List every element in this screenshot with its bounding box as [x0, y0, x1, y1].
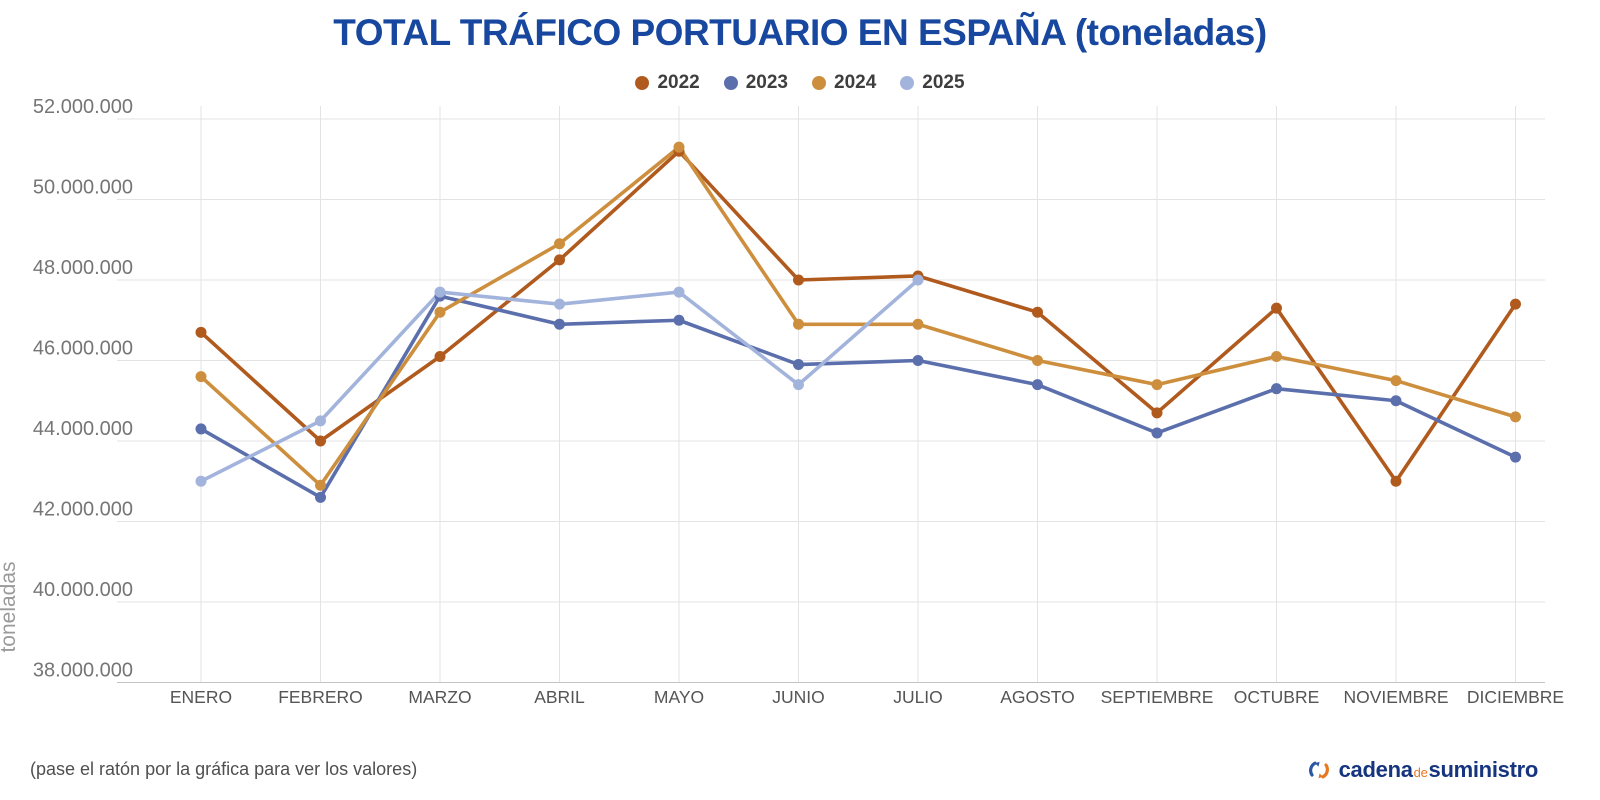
data-point-2024-ENERO: [195, 371, 207, 383]
x-tick-JUNIO: JUNIO: [772, 687, 825, 707]
data-point-2024-AGOSTO: [1032, 355, 1043, 366]
x-tick-NOVIEMBRE: NOVIEMBRE: [1343, 687, 1448, 707]
logo-word-cadena: cadena: [1338, 757, 1413, 782]
x-tick-MARZO: MARZO: [408, 687, 471, 707]
x-tick-FEBRERO: FEBRERO: [278, 687, 363, 707]
legend-label-2024: 2024: [834, 72, 877, 93]
legend-label-2022: 2022: [657, 72, 700, 93]
data-point-2025-JUNIO: [793, 379, 804, 391]
logo-word-suministro: suministro: [1428, 757, 1539, 782]
logo-word-de: de: [1413, 765, 1428, 780]
data-point-2024-DICIEMBRE: [1510, 411, 1521, 423]
x-tick-JULIO: JULIO: [893, 687, 943, 707]
data-point-2025-MARZO: [434, 286, 446, 298]
data-point-2025-FEBRERO: [315, 415, 326, 427]
y-tick-48.000.000: 48.000.000: [33, 257, 133, 279]
cadena-de-suministro-logo[interactable]: cadenadesuministro: [1306, 757, 1538, 783]
legend-item-2024: 2024: [812, 72, 876, 94]
data-point-2022-DICIEMBRE: [1510, 298, 1521, 310]
hover-hint-text: (pase el ratón por la gráfica para ver l…: [30, 759, 418, 779]
y-tick-50.000.000: 50.000.000: [33, 177, 133, 199]
y-tick-38.000.000: 38.000.000: [33, 660, 133, 682]
traffic-line-chart[interactable]: 52.000.000 50.000.000 48.000.000 46.000.000…: [0, 0, 1600, 745]
x-tick-AGOSTO: AGOSTO: [1000, 687, 1075, 707]
data-point-2025-ABRIL: [554, 298, 565, 310]
data-point-2022-SEPTIEMBRE: [1151, 407, 1163, 419]
chart-legend: 2022 2023 2024 2025: [0, 72, 1600, 94]
x-tick-ENERO: ENERO: [170, 687, 232, 707]
y-tick-42.000.000: 42.000.000: [33, 499, 133, 521]
data-point-2023-SEPTIEMBRE: [1151, 427, 1163, 439]
data-point-2023-DICIEMBRE: [1510, 451, 1521, 463]
data-point-2024-ABRIL: [554, 238, 565, 250]
data-point-2025-MAYO: [673, 286, 685, 298]
y-tick-52.000.000: 52.000.000: [33, 96, 133, 118]
data-point-2022-ABRIL: [554, 254, 565, 266]
data-point-2023-MAYO: [673, 314, 685, 326]
x-tick-OCTUBRE: OCTUBRE: [1234, 687, 1320, 707]
legend-dot-2023: [723, 76, 738, 90]
data-point-2023-JUNIO: [793, 359, 804, 371]
y-axis-title: toneladas: [0, 561, 20, 652]
legend-label-2025: 2025: [922, 72, 965, 93]
data-point-2024-JULIO: [912, 318, 924, 330]
x-tick-SEPTIEMBRE: SEPTIEMBRE: [1101, 687, 1214, 707]
legend-item-2025: 2025: [900, 72, 965, 94]
y-tick-40.000.000: 40.000.000: [33, 579, 133, 601]
data-point-2023-AGOSTO: [1032, 379, 1043, 391]
data-point-2022-MARZO: [434, 350, 446, 362]
legend-item-2022: 2022: [635, 72, 700, 94]
logo-text: cadenadesuministro: [1338, 757, 1539, 783]
data-point-2023-JULIO: [912, 355, 924, 366]
data-point-2023-NOVIEMBRE: [1390, 395, 1402, 407]
data-point-2022-OCTUBRE: [1271, 302, 1282, 314]
data-point-2022-FEBRERO: [315, 435, 326, 447]
data-point-2024-NOVIEMBRE: [1390, 375, 1402, 387]
y-tick-46.000.000: 46.000.000: [33, 338, 133, 360]
data-point-2022-AGOSTO: [1032, 306, 1043, 318]
page-title: TOTAL TRÁFICO PORTUARIO EN ESPAÑA (tonel…: [333, 12, 1267, 53]
series-line-2024: [199, 145, 1518, 488]
circular-arrows-icon: [1306, 757, 1332, 783]
data-point-2023-ABRIL: [554, 318, 565, 330]
data-point-2023-ENERO: [195, 423, 207, 435]
x-tick-ABRIL: ABRIL: [534, 687, 585, 707]
data-point-2024-JUNIO: [793, 318, 804, 330]
series-line-2023: [199, 294, 1518, 500]
legend-dot-2022: [635, 76, 650, 90]
data-point-2024-MAYO: [673, 141, 685, 153]
data-point-2024-FEBRERO: [315, 479, 326, 491]
data-point-2024-SEPTIEMBRE: [1151, 379, 1163, 391]
data-point-2023-FEBRERO: [315, 491, 326, 503]
data-point-2022-NOVIEMBRE: [1390, 475, 1402, 487]
data-point-2022-JUNIO: [793, 274, 804, 286]
legend-dot-2025: [900, 76, 915, 90]
data-point-2022-ENERO: [195, 326, 207, 338]
data-point-2024-OCTUBRE: [1271, 350, 1282, 362]
data-point-2025-ENERO: [195, 475, 207, 487]
data-point-2025-JULIO: [912, 274, 924, 286]
data-point-2024-MARZO: [434, 306, 446, 318]
legend-item-2023: 2023: [723, 72, 788, 94]
x-tick-DICIEMBRE: DICIEMBRE: [1467, 687, 1564, 707]
x-tick-MAYO: MAYO: [654, 687, 704, 707]
series-line-2022: [199, 149, 1518, 484]
legend-label-2023: 2023: [745, 72, 788, 93]
data-point-2023-OCTUBRE: [1271, 383, 1282, 395]
legend-dot-2024: [812, 76, 826, 90]
y-tick-44.000.000: 44.000.000: [33, 418, 133, 440]
